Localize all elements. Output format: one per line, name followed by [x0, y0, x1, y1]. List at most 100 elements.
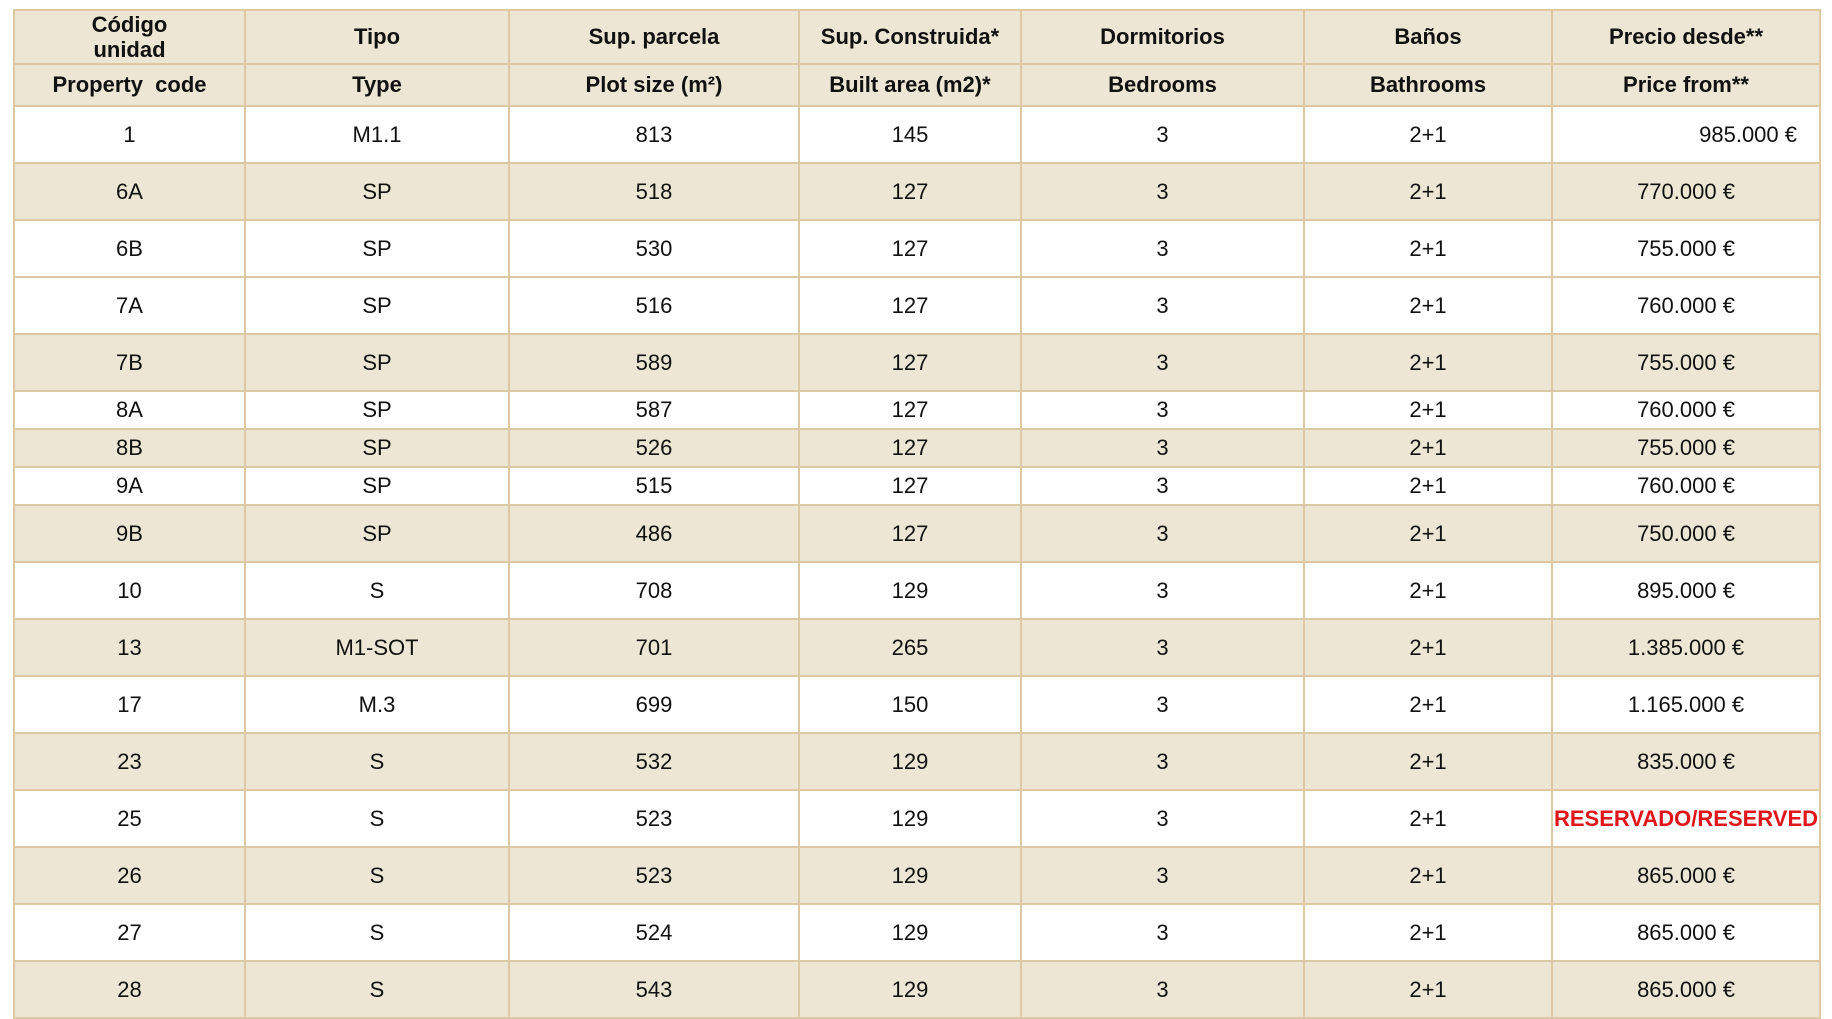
cell-built-area: 265: [798, 618, 1022, 677]
cell-price: 1.385.000 €: [1551, 618, 1821, 677]
cell-built-area: 129: [798, 732, 1022, 791]
cell-plot-size: 813: [508, 105, 800, 164]
table-row: 26 S 523 129 3 2+1 865.000 €: [13, 846, 1821, 905]
cell-type: S: [244, 789, 510, 848]
header-row-spanish: Código unidad Tipo Sup. parcela Sup. Con…: [13, 9, 1821, 65]
cell-plot-size: 523: [508, 789, 800, 848]
cell-type: S: [244, 903, 510, 962]
table-row: 8A SP 587 127 3 2+1 760.000 €: [13, 390, 1821, 430]
cell-price: 985.000 €: [1551, 105, 1821, 164]
header-bathrooms-en: Bathrooms: [1303, 63, 1553, 107]
cell-code: 10: [13, 561, 246, 620]
cell-type: SP: [244, 390, 510, 430]
table-row: 9B SP 486 127 3 2+1 750.000 €: [13, 504, 1821, 563]
header-bedrooms-es: Dormitorios: [1020, 9, 1305, 65]
cell-bedrooms: 3: [1020, 846, 1305, 905]
cell-plot-size: 486: [508, 504, 800, 563]
table-row: 8B SP 526 127 3 2+1 755.000 €: [13, 428, 1821, 468]
header-plot-es: Sup. parcela: [508, 9, 800, 65]
cell-built-area: 145: [798, 105, 1022, 164]
cell-bedrooms: 3: [1020, 219, 1305, 278]
table-row: 6A SP 518 127 3 2+1 770.000 €: [13, 162, 1821, 221]
header-built-en: Built area (m2)*: [798, 63, 1022, 107]
cell-plot-size: 523: [508, 846, 800, 905]
cell-price: 770.000 €: [1551, 162, 1821, 221]
table-row: 9A SP 515 127 3 2+1 760.000 €: [13, 466, 1821, 506]
cell-price: 1.165.000 €: [1551, 675, 1821, 734]
cell-bedrooms: 3: [1020, 903, 1305, 962]
cell-plot-size: 526: [508, 428, 800, 468]
header-bathrooms-es: Baños: [1303, 9, 1553, 65]
cell-bedrooms: 3: [1020, 105, 1305, 164]
cell-plot-size: 515: [508, 466, 800, 506]
cell-code: 6B: [13, 219, 246, 278]
cell-bathrooms: 2+1: [1303, 732, 1553, 791]
cell-bathrooms: 2+1: [1303, 846, 1553, 905]
cell-bedrooms: 3: [1020, 618, 1305, 677]
cell-built-area: 129: [798, 789, 1022, 848]
cell-built-area: 129: [798, 846, 1022, 905]
cell-type: SP: [244, 504, 510, 563]
header-row-english: Property code Type Plot size (m²) Built …: [13, 63, 1821, 107]
cell-bathrooms: 2+1: [1303, 428, 1553, 468]
cell-code: 13: [13, 618, 246, 677]
table-row: 23 S 532 129 3 2+1 835.000 €: [13, 732, 1821, 791]
cell-plot-size: 699: [508, 675, 800, 734]
cell-built-area: 129: [798, 960, 1022, 1019]
cell-bathrooms: 2+1: [1303, 105, 1553, 164]
cell-bedrooms: 3: [1020, 561, 1305, 620]
header-code-en: Property code: [13, 63, 246, 107]
cell-price: 895.000 €: [1551, 561, 1821, 620]
table-row: 27 S 524 129 3 2+1 865.000 €: [13, 903, 1821, 962]
cell-type: SP: [244, 276, 510, 335]
cell-type: S: [244, 561, 510, 620]
table-row: 6B SP 530 127 3 2+1 755.000 €: [13, 219, 1821, 278]
table-row: 7A SP 516 127 3 2+1 760.000 €: [13, 276, 1821, 335]
cell-bedrooms: 3: [1020, 390, 1305, 430]
cell-code: 25: [13, 789, 246, 848]
cell-code: 9A: [13, 466, 246, 506]
header-code-es: Código unidad: [13, 9, 246, 65]
cell-price: 835.000 €: [1551, 732, 1821, 791]
cell-type: M1-SOT: [244, 618, 510, 677]
cell-bedrooms: 3: [1020, 428, 1305, 468]
cell-code: 8B: [13, 428, 246, 468]
cell-price: 865.000 €: [1551, 960, 1821, 1019]
cell-type: S: [244, 960, 510, 1019]
cell-code: 17: [13, 675, 246, 734]
cell-code: 28: [13, 960, 246, 1019]
cell-plot-size: 532: [508, 732, 800, 791]
cell-type: S: [244, 846, 510, 905]
cell-bathrooms: 2+1: [1303, 162, 1553, 221]
table-row: 7B SP 589 127 3 2+1 755.000 €: [13, 333, 1821, 392]
table-row: 10 S 708 129 3 2+1 895.000 €: [13, 561, 1821, 620]
cell-built-area: 127: [798, 162, 1022, 221]
cell-price: 755.000 €: [1551, 219, 1821, 278]
cell-plot-size: 524: [508, 903, 800, 962]
cell-price: 750.000 €: [1551, 504, 1821, 563]
property-price-table: Código unidad Tipo Sup. parcela Sup. Con…: [13, 9, 1821, 1019]
cell-bathrooms: 2+1: [1303, 789, 1553, 848]
cell-price: 760.000 €: [1551, 390, 1821, 430]
cell-code: 1: [13, 105, 246, 164]
header-type-es: Tipo: [244, 9, 510, 65]
cell-built-area: 150: [798, 675, 1022, 734]
cell-plot-size: 701: [508, 618, 800, 677]
table-row: 13 M1-SOT 701 265 3 2+1 1.385.000 €: [13, 618, 1821, 677]
cell-price: 760.000 €: [1551, 466, 1821, 506]
cell-plot-size: 530: [508, 219, 800, 278]
cell-type: SP: [244, 428, 510, 468]
cell-plot-size: 518: [508, 162, 800, 221]
cell-price: 760.000 €: [1551, 276, 1821, 335]
cell-built-area: 129: [798, 561, 1022, 620]
cell-bedrooms: 3: [1020, 333, 1305, 392]
cell-type: SP: [244, 466, 510, 506]
cell-plot-size: 516: [508, 276, 800, 335]
cell-bedrooms: 3: [1020, 466, 1305, 506]
cell-bathrooms: 2+1: [1303, 390, 1553, 430]
cell-code: 7A: [13, 276, 246, 335]
cell-plot-size: 708: [508, 561, 800, 620]
cell-bathrooms: 2+1: [1303, 675, 1553, 734]
cell-built-area: 127: [798, 428, 1022, 468]
header-bedrooms-en: Bedrooms: [1020, 63, 1305, 107]
